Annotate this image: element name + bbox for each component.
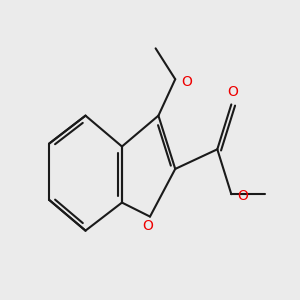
Text: O: O xyxy=(142,219,153,233)
Text: O: O xyxy=(181,75,192,89)
Text: O: O xyxy=(237,189,248,202)
Text: O: O xyxy=(227,85,238,99)
